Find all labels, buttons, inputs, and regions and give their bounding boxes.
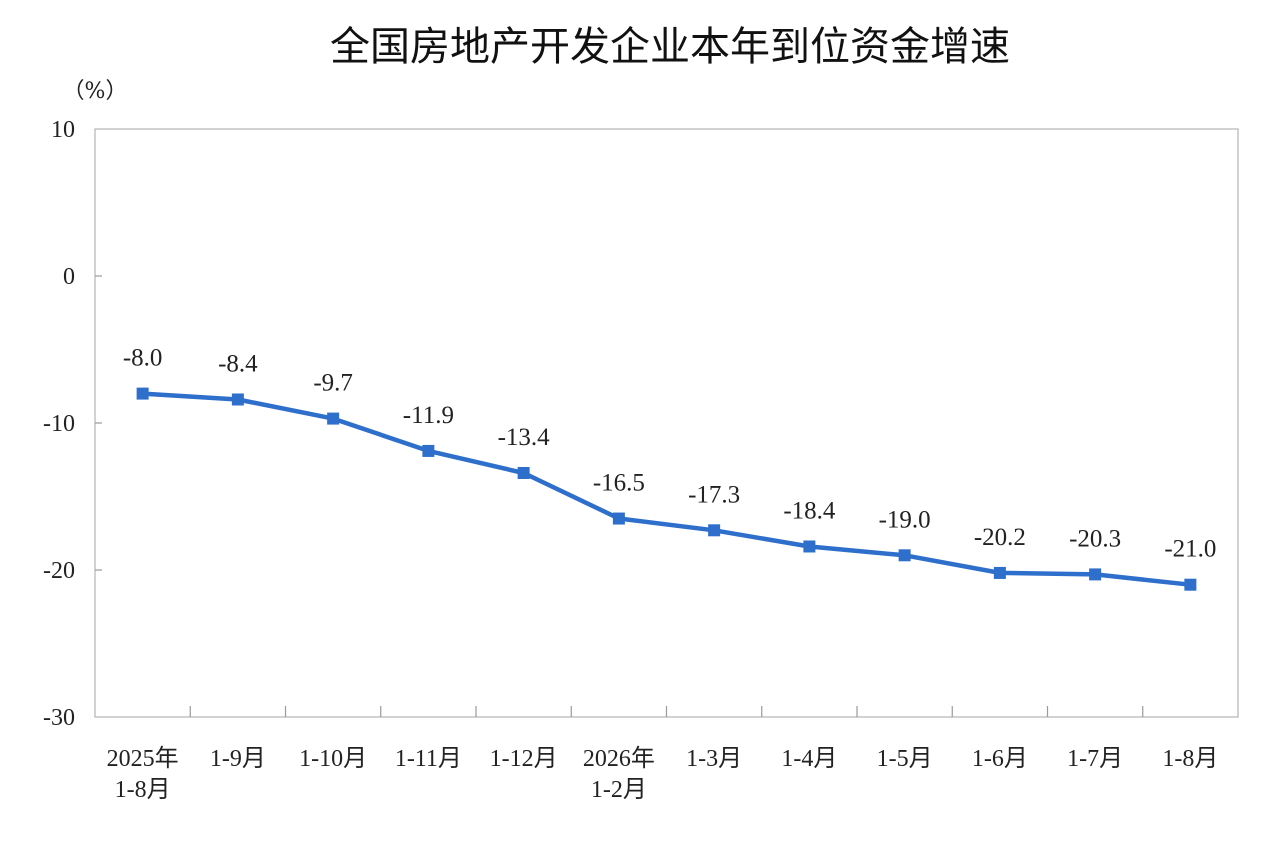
data-label: -13.4 [498, 424, 551, 451]
data-point [803, 540, 816, 553]
y-axis-unit: （%） [63, 79, 128, 104]
x-tick-label: 1-7月 [1067, 746, 1123, 772]
x-tick-label: 1-11月 [395, 746, 462, 772]
x-tick-label: 2026年 [583, 745, 655, 772]
data-point [517, 466, 530, 479]
y-tick-label: 0 [63, 264, 75, 290]
y-tick-label: -30 [43, 705, 75, 731]
plot-frame [94, 128, 1239, 718]
data-label: -19.0 [879, 506, 931, 533]
data-point [327, 412, 340, 425]
data-label: -17.3 [688, 481, 740, 508]
x-tick-label: 1-12月 [490, 746, 558, 772]
data-label: -11.9 [403, 402, 454, 429]
series-line [140, 391, 1193, 587]
x-tick-label: 1-2月 [591, 777, 647, 803]
y-axis: 10 0 -10 -20 -30 [43, 117, 102, 731]
data-labels: -8.0 -8.4 -9.7 -11.9 -13.4 -16.5 -17.3 -18.4 -19… [123, 345, 1217, 563]
x-tick-label: 1-8月 [1162, 746, 1218, 772]
x-axis: 2025年 1-8月 1-9月 1-10月 1-11月 1-12月 2026年 1-2月 1-3… [107, 706, 1218, 803]
data-point [612, 512, 625, 525]
data-point [231, 393, 244, 406]
data-point [1089, 568, 1102, 581]
data-label: -16.5 [593, 470, 645, 497]
y-tick-label: 10 [51, 117, 75, 143]
y-tick-label: -10 [43, 411, 75, 437]
x-tick-label: 1-10月 [299, 746, 367, 772]
x-tick-label: 2025年 [107, 745, 179, 772]
y-tick-label: -20 [43, 558, 75, 584]
x-tick-label: 1-8月 [115, 777, 171, 803]
data-label: -8.0 [123, 345, 163, 372]
series-layer [136, 387, 1197, 591]
x-tick-label: 1-9月 [210, 746, 266, 772]
x-tick-label: 1-4月 [781, 746, 837, 772]
data-point [422, 444, 435, 457]
data-label: -20.2 [974, 524, 1026, 551]
x-tick-label: 1-3月 [686, 746, 742, 772]
data-label: -18.4 [783, 497, 836, 524]
data-point [993, 566, 1006, 579]
data-point [1184, 578, 1197, 591]
data-label: -9.7 [313, 370, 353, 397]
data-label: -8.4 [218, 350, 258, 377]
data-label: -20.3 [1069, 525, 1121, 552]
x-tick-label: 1-6月 [972, 746, 1028, 772]
chart-title: 全国房地产开发企业本年到位资金增速 [330, 24, 1010, 70]
data-label: -21.0 [1164, 536, 1216, 563]
data-point [898, 549, 911, 562]
data-point [136, 387, 149, 400]
x-tick-label: 1-5月 [877, 746, 933, 772]
data-point [708, 524, 721, 537]
